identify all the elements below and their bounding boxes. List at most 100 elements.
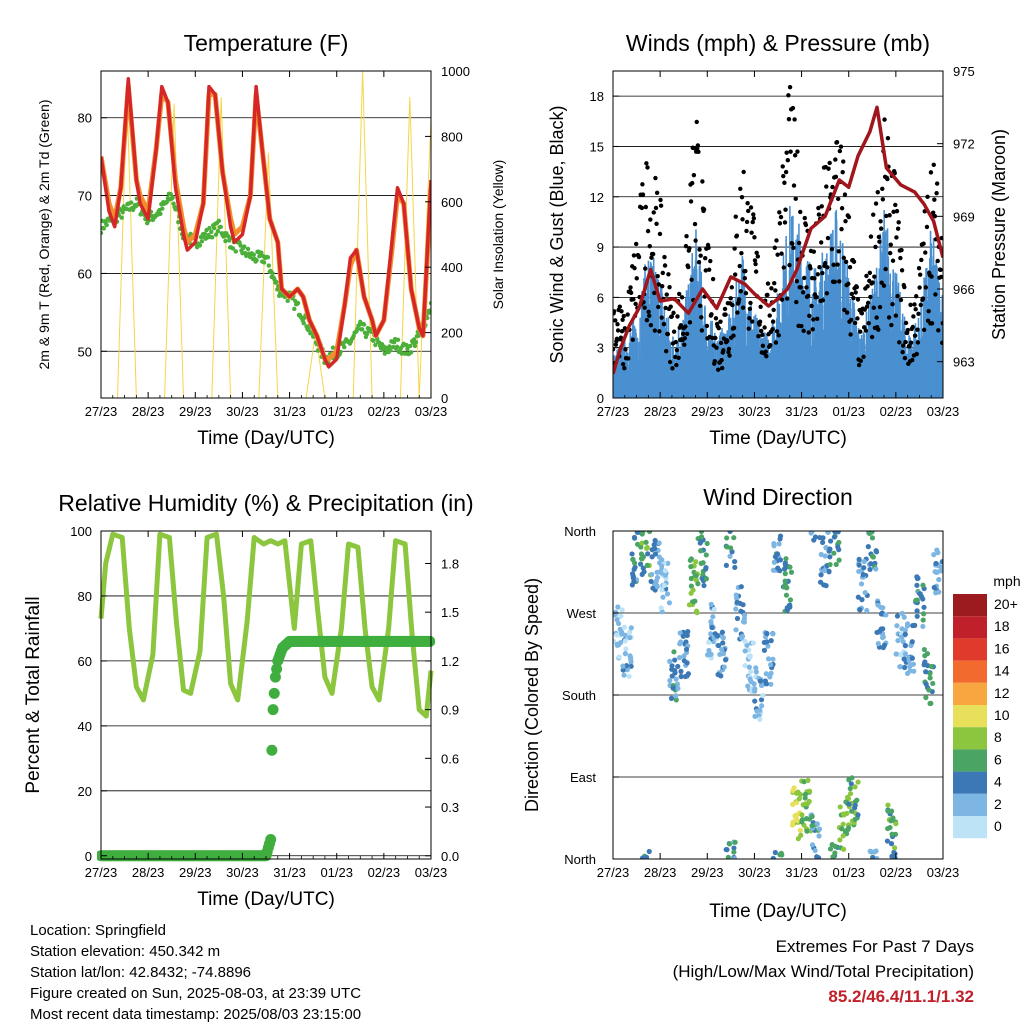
direction-point <box>698 548 704 554</box>
direction-point <box>901 614 907 620</box>
direction-point <box>694 610 700 616</box>
dewpoint-point <box>301 320 306 326</box>
gust-point <box>673 354 678 360</box>
dewpoint-point <box>387 344 392 349</box>
gust-point <box>747 316 752 321</box>
precip-point <box>424 635 435 647</box>
gust-point <box>704 323 710 329</box>
x-tick-label: 29/23 <box>691 865 724 880</box>
dewpoint-point <box>176 220 181 225</box>
direction-point <box>816 826 823 832</box>
gust-point <box>772 245 777 250</box>
gust-point <box>620 361 626 367</box>
direction-point <box>856 562 862 568</box>
direction-point <box>731 535 737 541</box>
gust-point <box>657 329 662 334</box>
direction-point <box>738 584 744 590</box>
direction-point <box>902 631 908 637</box>
direction-point <box>827 846 834 852</box>
gust-point <box>915 327 920 332</box>
gust-point <box>731 333 736 338</box>
gust-point <box>763 349 768 354</box>
direction-point <box>789 801 796 808</box>
direction-point <box>672 657 678 663</box>
gust-point <box>630 337 635 342</box>
gust-point <box>815 316 820 321</box>
gust-point <box>787 84 793 90</box>
precip-point <box>269 671 281 683</box>
direction-point <box>877 628 883 634</box>
direction-point <box>770 855 776 859</box>
gust-point <box>760 332 765 338</box>
gust-point <box>932 214 938 219</box>
direction-point <box>827 546 833 552</box>
direction-point <box>835 544 841 550</box>
direction-point <box>710 614 716 620</box>
direction-point <box>840 821 846 827</box>
direction-point <box>733 592 739 598</box>
direction-point <box>693 559 699 565</box>
gust-point <box>836 249 841 254</box>
direction-point <box>911 668 917 674</box>
direction-point <box>678 639 684 645</box>
gust-point <box>920 296 926 301</box>
dewpoint-point <box>395 337 401 343</box>
direction-point <box>889 808 895 814</box>
direction-point <box>930 680 936 687</box>
gust-point <box>846 281 851 287</box>
dewpoint-point <box>251 252 256 257</box>
direction-point <box>827 538 834 544</box>
gust-point <box>871 212 876 217</box>
legend-label: 10 <box>994 707 1010 723</box>
direction-point <box>781 584 788 590</box>
direction-point <box>734 599 740 605</box>
direction-point <box>667 677 673 684</box>
direction-point <box>920 582 926 588</box>
direction-point <box>895 637 901 644</box>
gust-point <box>808 266 813 271</box>
gust-point <box>625 312 630 317</box>
gust-point <box>801 328 806 334</box>
gust-point <box>756 333 761 339</box>
direction-point <box>871 849 878 855</box>
gust-point <box>908 302 913 308</box>
direction-point <box>854 797 860 803</box>
direction-point <box>825 531 831 535</box>
gust-point <box>918 302 923 308</box>
direction-point <box>878 604 884 610</box>
gust-point <box>848 332 853 337</box>
gust-point <box>783 207 788 212</box>
y-axis-label: 2m & 9m T (Red, Orange) & 2m Td (Green) <box>36 100 52 370</box>
gust-point <box>869 334 875 340</box>
direction-point <box>683 639 689 645</box>
gust-point <box>646 309 651 314</box>
direction-point <box>920 623 926 630</box>
legend-swatch <box>953 594 987 617</box>
direction-point <box>798 832 804 838</box>
gust-point <box>613 309 617 314</box>
gust-point <box>794 299 799 305</box>
gust-point <box>814 295 819 300</box>
y-tick-label: 80 <box>78 589 92 604</box>
gust-point <box>851 295 856 301</box>
x-tick-label: 03/23 <box>927 404 960 419</box>
gust-point <box>895 293 900 299</box>
gust-point <box>709 312 714 317</box>
direction-point <box>757 707 763 713</box>
x-tick-label: 27/23 <box>597 865 630 880</box>
gust-point <box>660 283 665 289</box>
direction-point <box>768 670 774 676</box>
y2-tick-label: 400 <box>441 260 463 275</box>
gust-point <box>653 175 658 181</box>
direction-point <box>703 552 709 558</box>
direction-point <box>742 648 748 654</box>
gust-point <box>933 292 938 297</box>
y-tick-label: 70 <box>78 189 92 204</box>
direction-point <box>703 576 709 582</box>
direction-point <box>849 808 855 814</box>
direction-point <box>708 601 714 607</box>
y-tick-label: 20 <box>78 784 92 799</box>
gust-point <box>747 306 753 312</box>
gust-point <box>661 321 667 327</box>
